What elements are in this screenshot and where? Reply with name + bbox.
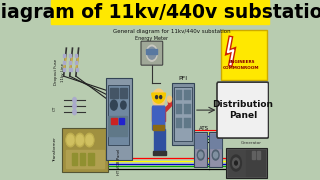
Bar	[221, 30, 267, 80]
Bar	[160, 129, 165, 151]
Circle shape	[214, 152, 218, 158]
Bar	[210, 134, 221, 148]
Bar	[252, 151, 255, 159]
Circle shape	[72, 109, 76, 115]
Text: ATS: ATS	[199, 126, 209, 130]
Text: COMMONROOM: COMMONROOM	[223, 66, 260, 70]
Bar	[227, 148, 267, 178]
Circle shape	[75, 133, 85, 147]
Bar	[162, 107, 165, 121]
Wedge shape	[152, 93, 165, 103]
Bar	[66, 150, 104, 168]
Text: PFI: PFI	[179, 76, 188, 81]
Bar	[88, 153, 93, 165]
Bar	[184, 90, 191, 100]
Circle shape	[153, 89, 165, 107]
Text: Transformer: Transformer	[53, 138, 57, 163]
FancyBboxPatch shape	[141, 41, 163, 65]
Bar	[228, 150, 245, 176]
Bar	[63, 68, 65, 71]
Bar	[111, 118, 116, 124]
Bar	[153, 125, 164, 130]
Circle shape	[231, 155, 241, 171]
Circle shape	[148, 47, 156, 59]
Bar	[108, 116, 127, 136]
Bar	[75, 54, 77, 57]
Text: HT VCB Panel: HT VCB Panel	[116, 149, 121, 175]
FancyBboxPatch shape	[153, 106, 165, 130]
Circle shape	[86, 135, 93, 145]
Circle shape	[160, 96, 162, 99]
Circle shape	[233, 158, 239, 168]
Circle shape	[199, 152, 203, 158]
Bar	[72, 153, 77, 165]
Bar	[108, 85, 130, 145]
Circle shape	[121, 101, 126, 109]
Bar	[76, 61, 77, 64]
Bar	[154, 129, 159, 151]
Text: 11kv Line: 11kv Line	[61, 63, 65, 82]
Text: Dropout Fuse: Dropout Fuse	[53, 59, 58, 85]
Text: Distribution
Panel: Distribution Panel	[212, 100, 273, 120]
Bar	[176, 104, 182, 114]
Text: Diagram of 11kv/440v substation: Diagram of 11kv/440v substation	[0, 3, 320, 22]
Circle shape	[197, 150, 204, 160]
Bar	[69, 54, 71, 57]
Bar	[63, 54, 65, 57]
Text: CT: CT	[53, 105, 57, 111]
Circle shape	[72, 103, 76, 109]
Circle shape	[76, 135, 83, 145]
Bar	[246, 150, 265, 176]
Bar	[119, 118, 124, 124]
Bar	[176, 118, 182, 128]
Bar	[176, 90, 182, 100]
Bar	[106, 78, 132, 160]
Bar	[184, 118, 191, 128]
Bar	[153, 151, 159, 155]
Bar	[159, 151, 166, 155]
Circle shape	[72, 97, 76, 103]
Circle shape	[66, 133, 75, 147]
Bar	[174, 87, 192, 141]
Text: General diagram for 11kv/440v substation: General diagram for 11kv/440v substation	[113, 29, 231, 34]
Circle shape	[156, 96, 158, 99]
Text: Generator: Generator	[241, 141, 262, 145]
Circle shape	[147, 45, 157, 61]
Bar	[152, 107, 155, 121]
Bar	[147, 49, 157, 54]
Bar	[62, 128, 108, 172]
Circle shape	[212, 150, 219, 160]
Text: Energy Meter: Energy Meter	[135, 36, 168, 41]
Circle shape	[67, 135, 74, 145]
Circle shape	[110, 100, 117, 110]
Bar	[110, 88, 118, 98]
Bar	[69, 68, 72, 71]
Circle shape	[167, 96, 172, 102]
Circle shape	[235, 161, 237, 165]
FancyBboxPatch shape	[217, 82, 268, 138]
Bar	[209, 132, 222, 167]
Bar	[80, 153, 85, 165]
Bar	[120, 88, 127, 98]
Bar	[172, 83, 194, 145]
Bar	[194, 132, 207, 167]
Bar	[63, 61, 65, 64]
Circle shape	[85, 133, 94, 147]
Bar	[195, 134, 206, 148]
Bar	[52, 0, 268, 24]
Bar	[76, 68, 78, 71]
Bar	[257, 151, 260, 159]
Text: ENGINEERS: ENGINEERS	[228, 60, 255, 64]
Bar	[184, 104, 191, 114]
Bar	[69, 61, 71, 64]
